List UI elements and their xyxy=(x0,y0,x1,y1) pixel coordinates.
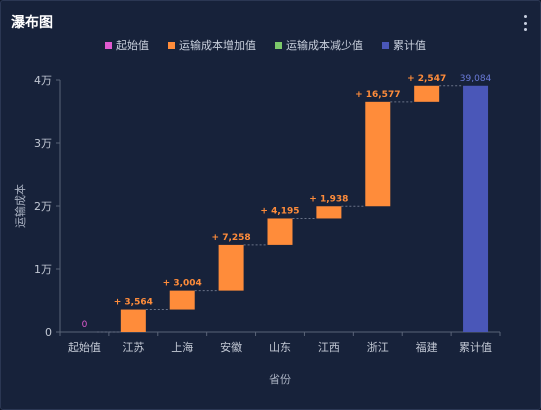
data-label: 39,084 xyxy=(460,74,492,84)
bar-increase xyxy=(218,244,244,291)
data-label: + 3,004 xyxy=(163,279,202,289)
bar-increase xyxy=(267,218,293,245)
bar-increase xyxy=(365,101,391,207)
legend-swatch xyxy=(168,42,175,49)
data-label: 0 xyxy=(82,320,88,330)
data-label: + 1,938 xyxy=(309,194,348,204)
legend-item: 运输成本减少值 xyxy=(286,38,363,52)
bar-increase xyxy=(169,290,195,310)
legend-swatch xyxy=(105,42,112,49)
bar-increase xyxy=(120,309,146,332)
x-tick-label: 浙江 xyxy=(367,341,389,354)
data-label: + 7,258 xyxy=(212,233,251,243)
data-label: + 2,547 xyxy=(407,74,446,84)
data-label: + 16,577 xyxy=(355,90,400,100)
y-tick-label: 4万 xyxy=(34,74,52,87)
x-tick-label: 山东 xyxy=(269,341,291,354)
bar-total xyxy=(463,85,489,332)
legend-item: 运输成本增加值 xyxy=(179,38,256,52)
x-tick-label: 福建 xyxy=(416,340,438,354)
bar-increase xyxy=(414,85,440,102)
x-axis-title: 省份 xyxy=(269,373,291,386)
more-options-icon[interactable] xyxy=(524,15,528,31)
x-tick-label: 江西 xyxy=(318,341,340,354)
legend-swatch xyxy=(382,42,389,49)
legend-item: 累计值 xyxy=(393,39,426,52)
y-tick-label: 2万 xyxy=(34,200,52,213)
x-tick-label: 安徽 xyxy=(220,340,242,354)
y-tick-label: 0 xyxy=(45,326,52,339)
legend-swatch xyxy=(275,42,282,49)
x-tick-label: 累计值 xyxy=(459,341,492,354)
data-label: + 4,195 xyxy=(260,206,299,216)
data-label: + 3,564 xyxy=(114,298,153,308)
y-axis-title: 运输成本 xyxy=(13,184,27,228)
chart-title: 瀑布图 xyxy=(11,15,53,31)
x-tick-label: 上海 xyxy=(171,340,193,354)
x-tick-label: 江苏 xyxy=(122,341,144,354)
x-tick-label: 起始值 xyxy=(68,340,101,354)
y-tick-label: 1万 xyxy=(34,263,52,276)
legend-item: 起始值 xyxy=(116,38,149,52)
y-tick-label: 3万 xyxy=(34,137,52,150)
bar-increase xyxy=(316,206,342,219)
